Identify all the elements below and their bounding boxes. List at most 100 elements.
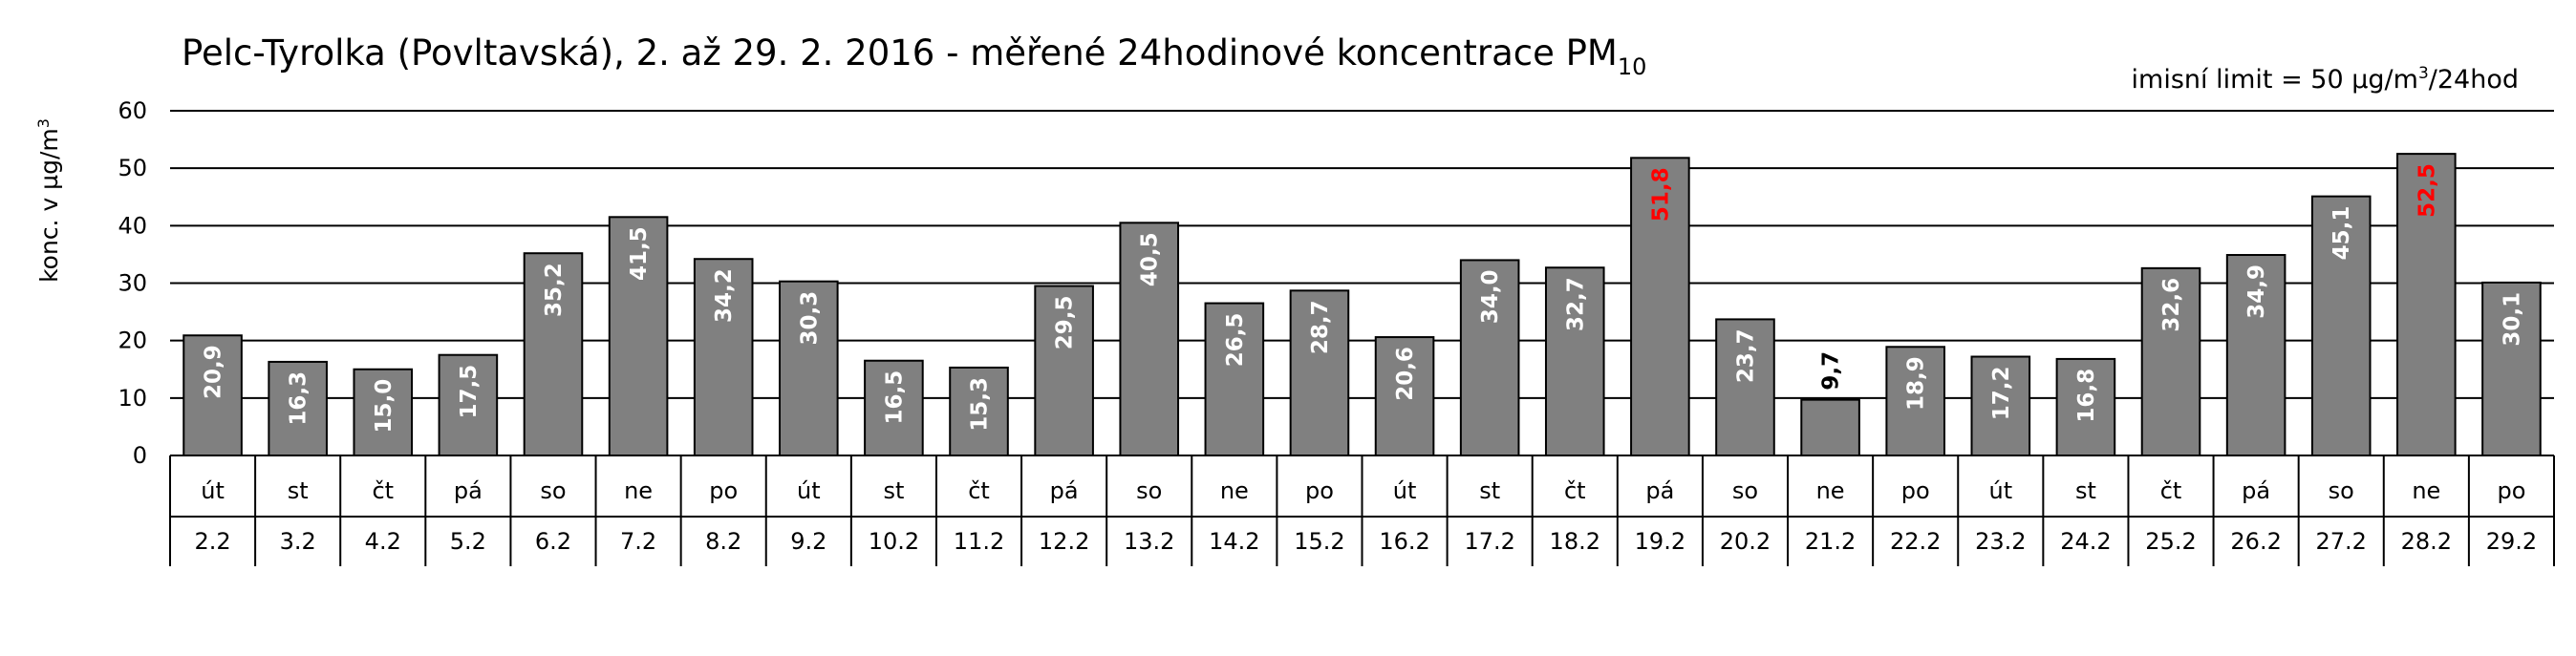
- value-label: 15,3: [968, 377, 993, 432]
- bar: [353, 368, 414, 456]
- x-tick-label: 9.2: [790, 528, 826, 555]
- value-label: 18,9: [1904, 356, 1929, 411]
- annotation-text: imisní limit = 50 µg/m: [2132, 65, 2418, 95]
- bar: [864, 359, 924, 457]
- value-label: 34,2: [712, 268, 737, 323]
- value-label: 20,6: [1393, 347, 1418, 401]
- value-label: 32,7: [1563, 277, 1588, 331]
- bar: [693, 258, 754, 457]
- bar: [523, 252, 584, 457]
- bar: [1034, 285, 1094, 456]
- value-label: 34,0: [1478, 269, 1503, 324]
- value-label: 34,9: [2244, 265, 2269, 319]
- weekday-label: so: [2329, 477, 2354, 504]
- y-tick-label: 10: [118, 385, 147, 412]
- y-tick-label: 40: [118, 212, 147, 239]
- x-tick-label: 8.2: [705, 528, 741, 555]
- weekday-label: st: [1479, 477, 1500, 504]
- value-label: 16,8: [2074, 369, 2099, 423]
- x-tick-label: 17.2: [1464, 528, 1514, 555]
- value-label: 52,5: [2415, 163, 2439, 218]
- weekday-label: pá: [1050, 477, 1079, 504]
- x-tick-label: 29.2: [2486, 528, 2537, 555]
- x-tick-label: 20.2: [1720, 528, 1771, 555]
- value-label: 40,5: [1138, 232, 1163, 286]
- title-main: Pelc-Tyrolka (Povltavská), 2. až 29. 2. …: [182, 32, 1618, 74]
- value-label: 16,5: [882, 370, 907, 425]
- weekday-label: po: [1901, 477, 1930, 504]
- x-tick-label: 12.2: [1039, 528, 1089, 555]
- bar: [1204, 302, 1265, 456]
- weekday-label: pá: [454, 477, 483, 504]
- y-axis-label: konc. v µg/m3: [34, 118, 63, 283]
- bar: [1800, 398, 1860, 457]
- value-label: 45,1: [2329, 206, 2354, 261]
- bar: [1289, 289, 1350, 456]
- value-label: 16,3: [287, 371, 311, 426]
- x-tick-label: 14.2: [1209, 528, 1259, 555]
- value-label: 9,7: [1819, 351, 1844, 391]
- x-tick-label: 3.2: [280, 528, 316, 555]
- y-tick-label: 20: [118, 328, 147, 354]
- weekday-label: út: [797, 477, 821, 504]
- weekday-label: út: [1988, 477, 2012, 504]
- x-tick-label: 18.2: [1550, 528, 1600, 555]
- y-tick-label: 60: [118, 97, 147, 124]
- x-tick-label: 11.2: [954, 528, 1004, 555]
- weekday-label: út: [201, 477, 225, 504]
- weekday-label: ne: [1220, 477, 1249, 504]
- x-tick-label: 16.2: [1379, 528, 1429, 555]
- x-tick-label: 19.2: [1635, 528, 1685, 555]
- bar: [1459, 259, 1520, 456]
- weekday-label: út: [1393, 477, 1417, 504]
- x-tick-label: 27.2: [2316, 528, 2367, 555]
- bar: [2310, 195, 2372, 456]
- x-tick-label: 25.2: [2145, 528, 2196, 555]
- value-label: 17,5: [457, 365, 482, 419]
- value-label: 29,5: [1053, 296, 1078, 350]
- weekday-label: pá: [1645, 477, 1674, 504]
- bar: [1970, 355, 2031, 456]
- bar: [1119, 222, 1180, 456]
- weekday-label: so: [540, 477, 566, 504]
- value-label: 35,2: [542, 263, 567, 317]
- bar: [1630, 157, 1690, 456]
- y-tick-label: 50: [118, 155, 147, 181]
- weekday-label: ne: [2412, 477, 2440, 504]
- x-tick-label: 2.2: [194, 528, 230, 555]
- bar: [2140, 266, 2201, 456]
- y-label-sup: 3: [34, 118, 53, 128]
- weekday-label: so: [1732, 477, 1758, 504]
- x-tick-label: 5.2: [450, 528, 486, 555]
- x-tick-label: 6.2: [535, 528, 571, 555]
- y-tick-label: 0: [133, 442, 147, 469]
- bar: [182, 334, 243, 457]
- weekday-label: st: [288, 477, 309, 504]
- x-tick-label: 21.2: [1805, 528, 1856, 555]
- weekday-label: po: [1305, 477, 1334, 504]
- annotation-sup: 3: [2418, 64, 2429, 83]
- y-tick-label: 30: [118, 270, 147, 297]
- value-label: 32,6: [2159, 278, 2184, 332]
- value-label: 30,1: [2500, 292, 2524, 347]
- value-label: 15,0: [372, 379, 397, 434]
- x-tick-label: 13.2: [1124, 528, 1174, 555]
- chart-title: Pelc-Tyrolka (Povltavská), 2. až 29. 2. …: [182, 32, 1646, 80]
- bar: [2481, 281, 2542, 457]
- weekday-label: po: [709, 477, 738, 504]
- x-tick-label: 10.2: [869, 528, 919, 555]
- value-label: 28,7: [1308, 300, 1333, 354]
- value-label: 23,7: [1733, 328, 1758, 383]
- x-tick-label: 23.2: [1975, 528, 2026, 555]
- bar: [608, 216, 669, 456]
- weekday-label: čt: [968, 477, 990, 504]
- weekday-label: st: [883, 477, 904, 504]
- bar: [2055, 357, 2116, 457]
- value-label: 30,3: [797, 291, 822, 346]
- value-label: 51,8: [1648, 167, 1673, 222]
- title-subscript: 10: [1618, 53, 1647, 80]
- annotation-text: /24hod: [2429, 65, 2519, 95]
- weekday-label: čt: [1564, 477, 1586, 504]
- weekday-label: ne: [1816, 477, 1845, 504]
